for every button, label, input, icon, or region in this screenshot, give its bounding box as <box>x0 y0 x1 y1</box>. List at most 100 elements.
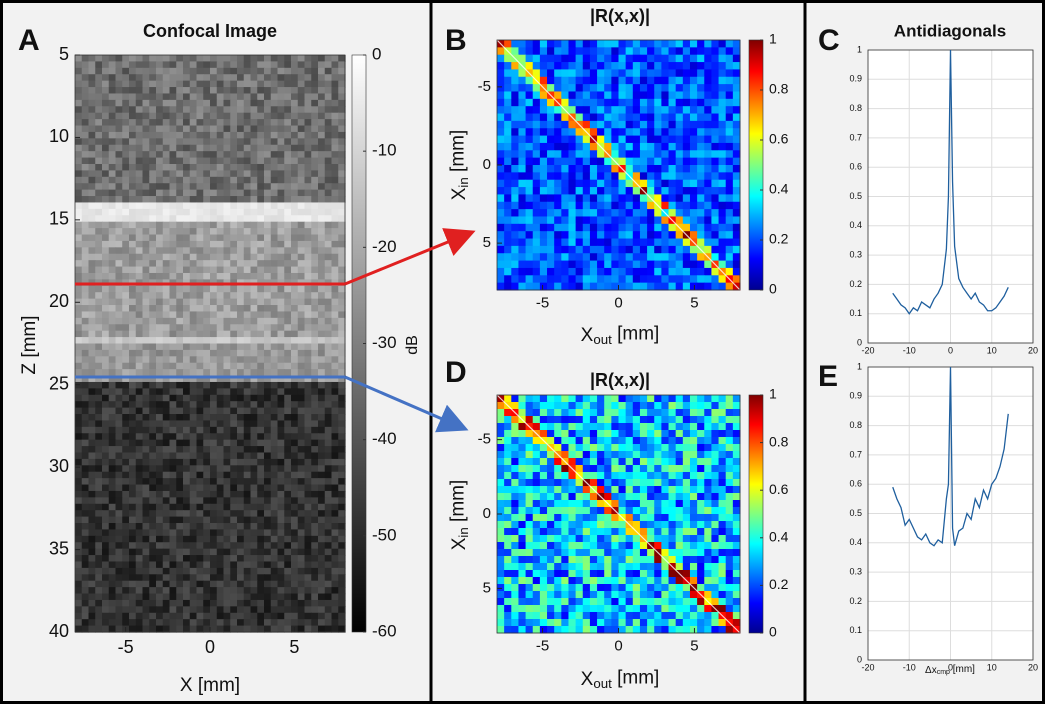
pixel <box>162 407 171 415</box>
pixel <box>189 349 198 357</box>
pixel <box>318 567 326 575</box>
pixel <box>122 144 130 152</box>
cell <box>539 194 548 203</box>
cell <box>618 402 627 410</box>
pixel <box>183 285 191 293</box>
cell <box>675 253 684 262</box>
pixel <box>318 285 326 293</box>
pixel <box>324 580 333 588</box>
pixel <box>129 555 137 563</box>
cell <box>597 267 605 276</box>
cell <box>518 76 527 85</box>
cell <box>689 409 698 417</box>
pixel <box>223 80 231 88</box>
pixel <box>75 317 83 325</box>
pixel <box>223 439 231 447</box>
pixel <box>338 253 346 261</box>
pixel <box>135 80 144 88</box>
pixel <box>210 561 218 569</box>
pixel <box>237 330 245 338</box>
pixel <box>277 465 285 473</box>
pixel <box>243 612 252 620</box>
pixel <box>196 247 204 255</box>
cell <box>597 157 605 166</box>
pixel <box>122 183 130 191</box>
pixel <box>162 189 171 197</box>
pixel <box>230 125 238 133</box>
cell <box>575 91 584 100</box>
pixel <box>297 170 306 178</box>
cell <box>639 172 648 181</box>
pixel <box>297 176 306 184</box>
cell <box>532 150 541 159</box>
cell <box>554 245 562 254</box>
pixel <box>102 471 110 479</box>
pixel <box>311 311 319 319</box>
pixel <box>270 362 279 370</box>
pixel <box>169 458 177 466</box>
cell <box>518 128 527 137</box>
pixel <box>230 234 238 242</box>
pixel <box>250 369 258 377</box>
pixel <box>297 612 306 620</box>
cell <box>589 76 598 85</box>
pixel <box>81 535 90 543</box>
pixel <box>203 93 211 101</box>
pixel <box>284 112 292 120</box>
pixel <box>257 542 265 550</box>
pixel <box>284 119 292 127</box>
cell <box>504 172 512 181</box>
pixel <box>297 452 306 460</box>
pixel <box>230 471 238 479</box>
pixel <box>156 612 164 620</box>
cell <box>682 69 691 78</box>
pixel <box>230 401 238 409</box>
cell <box>704 113 712 122</box>
pixel <box>135 587 144 595</box>
pixel <box>264 394 272 402</box>
pixel <box>81 324 90 332</box>
pixel <box>250 170 258 178</box>
pixel <box>297 138 306 146</box>
pixel <box>216 593 225 601</box>
cell <box>654 245 662 254</box>
cell <box>575 40 584 48</box>
pixel <box>149 465 157 473</box>
pixel <box>88 343 96 351</box>
cell <box>561 91 569 100</box>
pixel <box>250 311 258 319</box>
pixel <box>115 567 123 575</box>
pixel <box>88 330 96 338</box>
pixel <box>257 497 265 505</box>
pixel <box>162 375 171 383</box>
pixel <box>108 574 117 582</box>
cell <box>704 395 712 403</box>
pixel <box>297 369 306 377</box>
cell <box>632 402 641 410</box>
cell <box>732 69 741 78</box>
pixel <box>324 407 333 415</box>
pixel <box>257 548 265 556</box>
pixel <box>311 446 319 454</box>
pixel <box>203 414 211 422</box>
pixel <box>189 285 198 293</box>
pixel <box>169 381 177 389</box>
cell <box>582 275 591 284</box>
pixel <box>81 465 90 473</box>
pixel <box>223 542 231 550</box>
pixel <box>162 471 171 479</box>
pixel <box>129 311 137 319</box>
pixel <box>223 580 231 588</box>
pixel <box>75 208 83 216</box>
pixel <box>115 170 123 178</box>
pixel <box>277 298 285 306</box>
cell <box>497 409 505 417</box>
cell <box>618 54 627 63</box>
pixel <box>210 93 218 101</box>
pixel <box>291 67 299 75</box>
pixel <box>237 535 245 543</box>
pixel <box>216 196 225 204</box>
pixel <box>176 523 184 531</box>
pixel <box>216 157 225 165</box>
pixel <box>331 215 339 223</box>
